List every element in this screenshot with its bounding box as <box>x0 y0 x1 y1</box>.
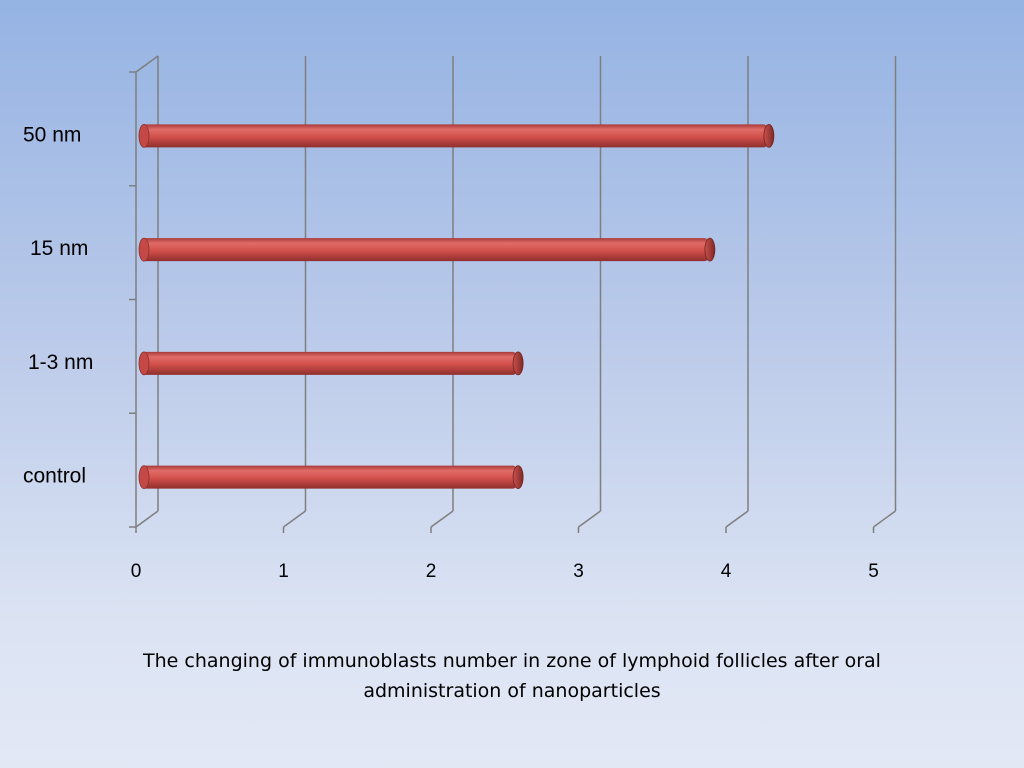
x-tick-label: 3 <box>573 561 584 582</box>
bar-end-cap <box>512 351 524 376</box>
caption-line-1: The changing of immunoblasts number in z… <box>143 650 881 672</box>
x-tick-label: 0 <box>131 561 142 582</box>
x-tick-label: 2 <box>426 561 437 582</box>
floor-gridline <box>873 510 896 528</box>
bar-end-cap <box>704 237 716 262</box>
x-tick-labels: 0 1 2 3 4 5 <box>131 561 879 582</box>
floor-gridline <box>135 510 159 528</box>
bar <box>138 123 775 148</box>
floor-gridline <box>283 510 306 528</box>
category-label: 50 nm <box>23 123 81 146</box>
floor-gridline <box>578 510 601 528</box>
category-label: control <box>23 465 86 488</box>
category-label: 1-3 nm <box>28 351 93 374</box>
axis-top-edge <box>135 55 159 73</box>
category-label: 15 nm <box>30 237 88 260</box>
x-tick-label: 4 <box>721 561 732 582</box>
bar-end-cap <box>512 465 524 490</box>
category-labels: control 1-3 nm 15 nm 50 nm <box>23 123 93 487</box>
bar <box>138 465 524 490</box>
bar <box>138 351 524 376</box>
bars <box>138 123 775 490</box>
caption-line-2: administration of nanoparticles <box>363 680 661 702</box>
x-tick-label: 1 <box>278 561 289 582</box>
bar-end-cap <box>763 123 775 148</box>
floor-gridline <box>430 510 454 528</box>
chart-caption: The changing of immunoblasts number in z… <box>62 646 962 706</box>
bar <box>138 237 716 262</box>
floor-gridline <box>725 510 749 528</box>
x-tick-label: 5 <box>868 561 879 582</box>
